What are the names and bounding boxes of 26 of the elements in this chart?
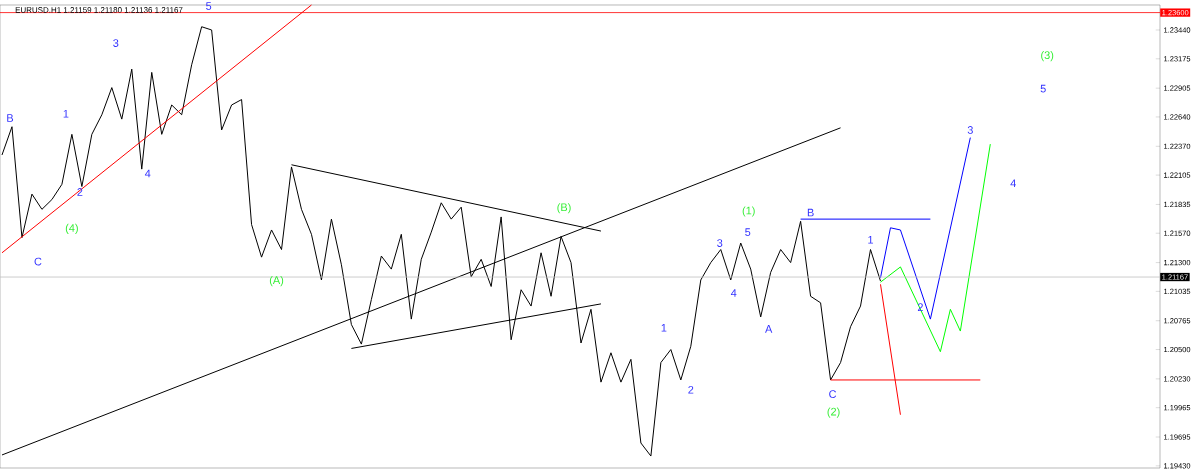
annotation: 3 (717, 239, 723, 247)
annotation: (2) (827, 407, 840, 418)
annotation: 3 (967, 126, 973, 134)
annotation: 5 (206, 2, 212, 10)
annotation: 2 (917, 303, 923, 311)
annotation: 4 (730, 289, 737, 297)
annotation: 5 (1040, 84, 1046, 93)
annotation: 2 (77, 188, 83, 196)
annotation: B (7, 114, 14, 122)
annotation: B (807, 208, 814, 217)
annotation: (B) (557, 203, 571, 214)
annotation: 1 (63, 109, 69, 118)
annotation: 3 (113, 39, 119, 47)
annotation: (A) (269, 275, 284, 287)
annotation: C (829, 390, 837, 398)
annotation: 5 (745, 228, 751, 236)
annotation: (4) (65, 223, 78, 234)
annotation: 4 (1010, 179, 1016, 188)
annotation: 1 (868, 236, 874, 244)
annotation: C (34, 257, 42, 266)
annotation: 2 (688, 385, 694, 394)
annotation: 1 (661, 324, 667, 332)
annotation: (3) (1041, 50, 1054, 62)
annotation: A (765, 325, 773, 333)
annotation: 4 (144, 169, 151, 178)
annotation: (1) (742, 206, 755, 217)
